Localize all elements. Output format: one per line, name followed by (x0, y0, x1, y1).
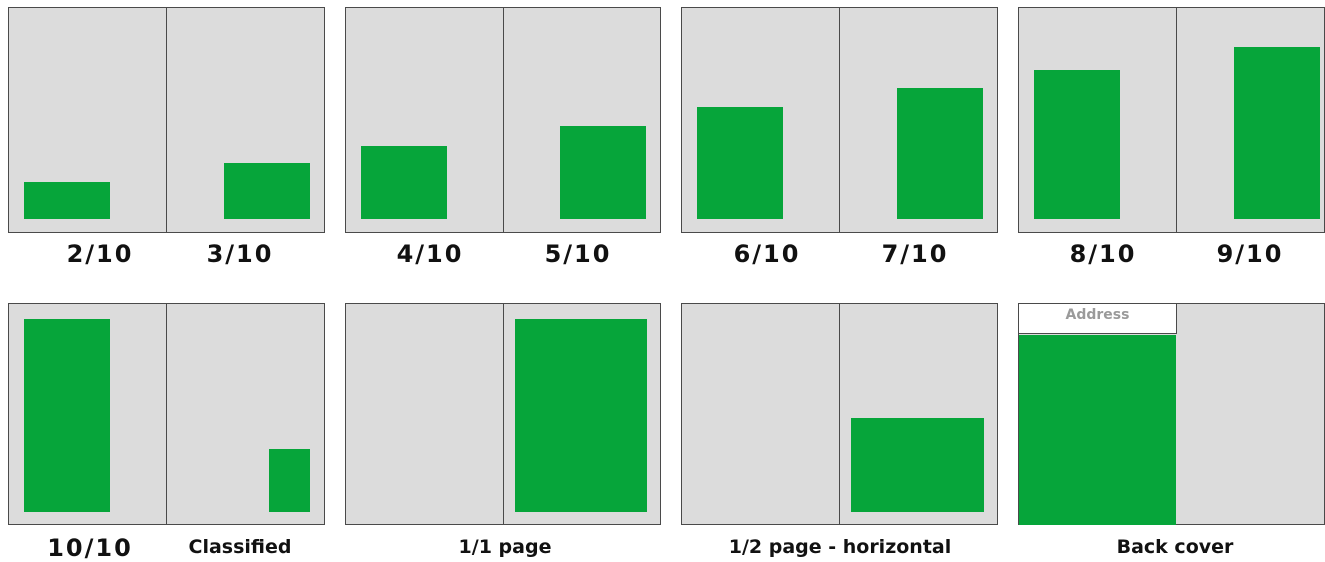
ad-2-10 (24, 182, 110, 219)
label-8-10: 8/10 (1069, 240, 1137, 268)
ad-4-10 (361, 146, 447, 219)
label-5-10: 5/10 (544, 240, 612, 268)
page-divider (839, 304, 840, 524)
label-2-10: 2/10 (66, 240, 134, 268)
page-divider (503, 8, 504, 232)
page-divider (166, 304, 167, 524)
page-divider (1176, 8, 1177, 232)
ad-back-cover (1019, 335, 1176, 525)
ad-half-page-horizontal (851, 418, 984, 512)
spread-4-5-tenths (345, 7, 661, 233)
page-divider (839, 8, 840, 232)
page-divider (503, 304, 504, 524)
label-9-10: 9/10 (1216, 240, 1284, 268)
spread-2-3-tenths (8, 7, 325, 233)
label-back-cover: Back cover (1116, 536, 1234, 558)
spread-half-page-horizontal (681, 303, 998, 525)
label-4-10: 4/10 (396, 240, 464, 268)
label-3-10: 3/10 (206, 240, 274, 268)
address-box: Address (1018, 303, 1177, 334)
ad-9-10 (1234, 47, 1320, 219)
label-half-page-horizontal: 1/2 page - horizontal (728, 536, 952, 558)
spread-full-page (345, 303, 661, 525)
label-6-10: 6/10 (733, 240, 801, 268)
ad-10-10 (24, 319, 110, 512)
ad-classified (269, 449, 310, 512)
ad-7-10 (897, 88, 983, 219)
spread-6-7-tenths (681, 7, 998, 233)
ad-full-page (515, 319, 647, 512)
label-10-10: 10/10 (47, 534, 133, 562)
page-divider (166, 8, 167, 232)
spread-back-cover: Address (1018, 303, 1325, 525)
ad-3-10 (224, 163, 310, 219)
ad-6-10 (697, 107, 783, 219)
label-full-page: 1/1 page (458, 536, 552, 558)
label-7-10: 7/10 (881, 240, 949, 268)
label-classified: Classified (188, 536, 292, 558)
spread-10-10-classified (8, 303, 325, 525)
ad-8-10 (1034, 70, 1120, 219)
ad-5-10 (560, 126, 646, 219)
spread-8-9-tenths (1018, 7, 1325, 233)
